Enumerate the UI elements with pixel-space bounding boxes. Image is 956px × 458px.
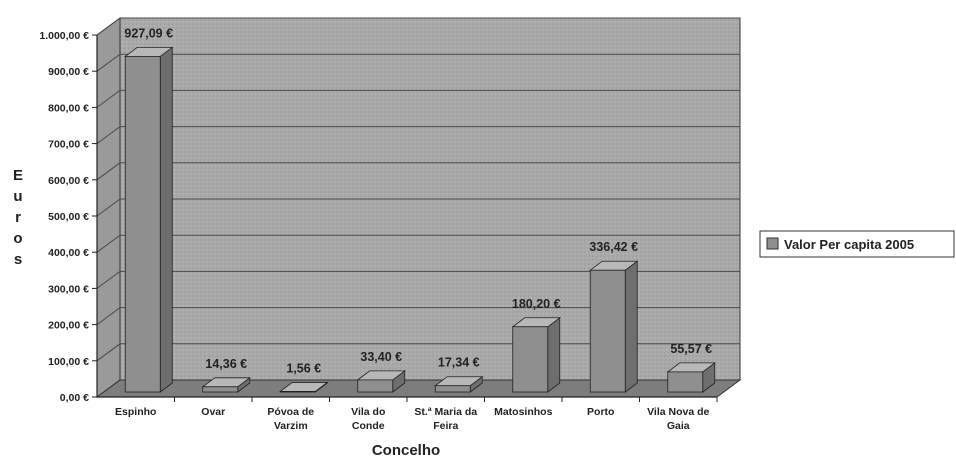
data-label: 927,09 € — [124, 26, 173, 40]
data-label: 1,56 € — [286, 361, 321, 375]
x-tick-label: Espinho — [115, 406, 156, 418]
floor — [95, 379, 742, 398]
y-tick-labels: 0,00 € 100,00 € 200,00 € 300,00 € 400,00 € 50… — [39, 30, 89, 404]
y-tick-label: 900,00 € — [48, 66, 89, 78]
bar-front — [667, 371, 704, 393]
legend-swatch — [766, 237, 779, 250]
bar-front — [589, 269, 626, 393]
gridline — [96, 126, 740, 145]
bar — [666, 362, 716, 393]
y-tick-label: 500,00 € — [48, 211, 89, 223]
y-tick-label: 700,00 € — [48, 139, 89, 151]
data-label: 180,20 € — [512, 297, 561, 311]
bar — [589, 260, 639, 393]
bar-front — [124, 55, 161, 393]
gridline — [96, 234, 740, 253]
bar — [201, 377, 251, 393]
x-tick-label: Porto — [587, 406, 614, 418]
gridline — [96, 270, 740, 289]
y-axis-title-char: r — [15, 209, 21, 226]
bar-side — [547, 316, 561, 393]
bar-front — [512, 326, 549, 393]
x-tick-label: St.ª Maria da Feira — [414, 406, 477, 432]
y-tick-label: 300,00 € — [48, 283, 89, 295]
data-label: 55,57 € — [670, 342, 712, 356]
data-label: 336,42 € — [589, 240, 638, 254]
x-tick-label: Póvoa de Varzim — [267, 406, 314, 432]
gridline — [96, 89, 740, 108]
data-label: 14,36 € — [205, 357, 247, 371]
bar-front — [279, 391, 316, 393]
data-label: 17,34 € — [438, 356, 480, 370]
y-tick-label: 100,00 € — [48, 356, 89, 368]
x-tick-labels: Espinho Ovar Póvoa de Varzim Vila do Conde St.… — [115, 406, 709, 432]
axes — [92, 34, 718, 402]
legend: Valor Per capita 2005 — [759, 230, 955, 258]
data-labels: 927,09 € 14,36 € 1,56 € 33,40 € 17,34 € 180,2… — [124, 26, 712, 375]
bar — [279, 381, 329, 393]
x-tick-label: Ovar — [201, 406, 225, 418]
y-tick-label: 600,00 € — [48, 175, 89, 187]
bar-front — [202, 386, 239, 393]
x-tick-label: Matosinhos — [494, 406, 552, 418]
bar-front — [357, 379, 394, 393]
y-tick-label: 1.000,00 € — [39, 30, 89, 42]
gridline — [96, 198, 740, 217]
gridline — [96, 162, 740, 181]
bar-side — [624, 260, 638, 393]
y-tick-label: 0,00 € — [60, 392, 89, 404]
gridline — [96, 307, 740, 326]
bar — [511, 316, 561, 393]
x-tick-label: Vila Nova de Gaia — [647, 406, 709, 432]
gridline — [96, 53, 740, 72]
plot-walls — [95, 17, 742, 398]
y-axis-title-char: E — [13, 167, 23, 184]
y-tick-label: 800,00 € — [48, 102, 89, 114]
bar-front — [434, 385, 471, 393]
y-axis-title-char: s — [14, 251, 22, 268]
y-tick-label: 400,00 € — [48, 247, 89, 259]
x-axis-title: Concelho — [372, 442, 440, 458]
bar-side — [159, 46, 173, 393]
y-tick-label: 200,00 € — [48, 320, 89, 332]
gridline — [96, 17, 740, 36]
bar — [434, 375, 484, 393]
y-axis-title-char: u — [13, 188, 22, 205]
legend-label: Valor Per capita 2005 — [784, 237, 914, 252]
bars — [124, 46, 716, 393]
legend-box — [759, 230, 955, 258]
bar — [356, 370, 406, 393]
data-label: 33,40 € — [360, 350, 402, 364]
y-axis-title-char: o — [13, 230, 22, 247]
bar — [124, 46, 174, 393]
gridlines — [96, 17, 740, 362]
x-tick-label: Vila do Conde — [351, 406, 385, 432]
